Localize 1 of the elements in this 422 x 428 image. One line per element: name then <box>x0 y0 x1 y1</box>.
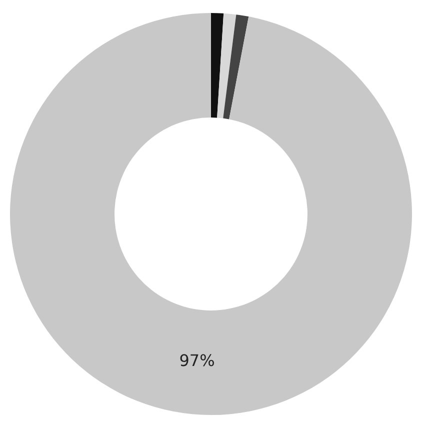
data-label: 97% <box>179 351 215 370</box>
